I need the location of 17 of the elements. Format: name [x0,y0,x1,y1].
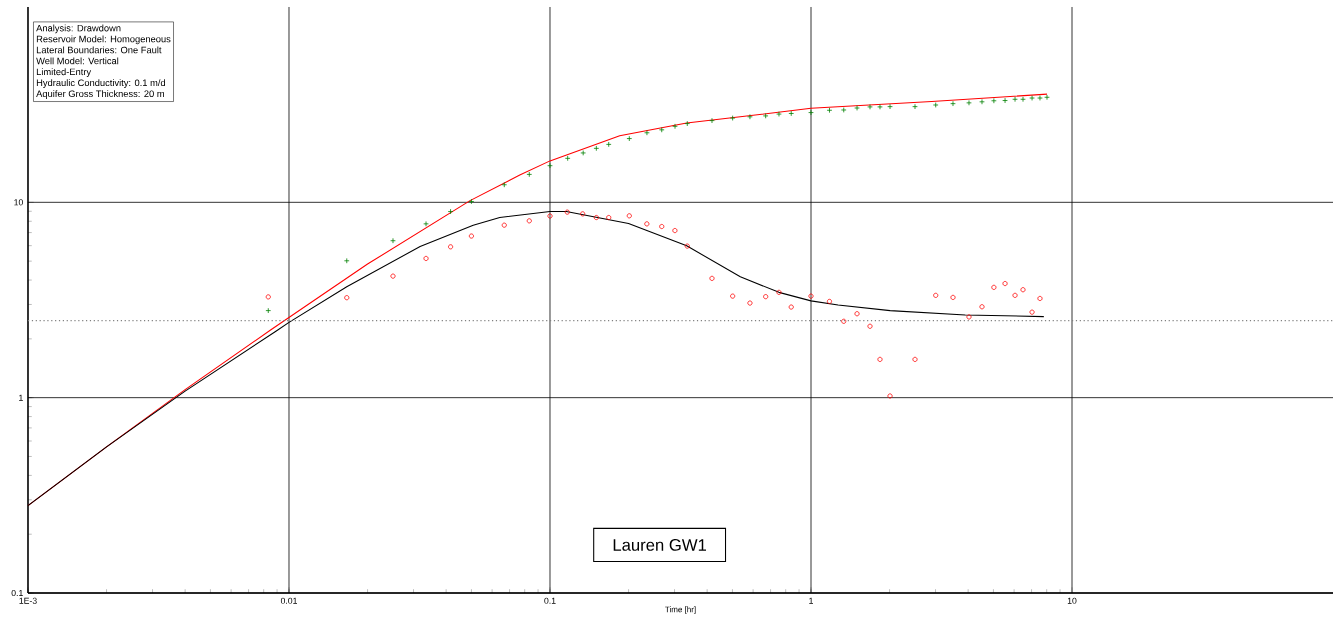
annotation: Well Model: Vertical [36,57,119,65]
x-tick-label: 10 [1067,597,1077,604]
y-tick-label: 10 [14,199,23,206]
text: Lauren GW1 [613,539,707,551]
x-tick-label: 0.1 [544,597,556,604]
annotation: Limited-Entry [36,68,92,78]
annotation: Hydraulic Conductivity: 0.1 m/d [36,79,166,88]
annotation: Analysis: Drawdown [36,24,121,34]
y-tick-label: 1 [19,394,23,401]
annotation: Reservoir Model: Homogeneous [36,35,171,45]
x-axis-title: Time [hr] [665,606,696,614]
annotation: Lateral Boundaries: One Fault [36,46,162,54]
x-tick-label: 1 [809,597,813,604]
x-tick-label: 1E-3 [19,597,37,604]
annotation: Aquifer Gross Thickness: 20 m [36,90,164,99]
x-tick-label: 0.01 [280,597,297,604]
y-tick-label: 0.1 [11,589,23,597]
